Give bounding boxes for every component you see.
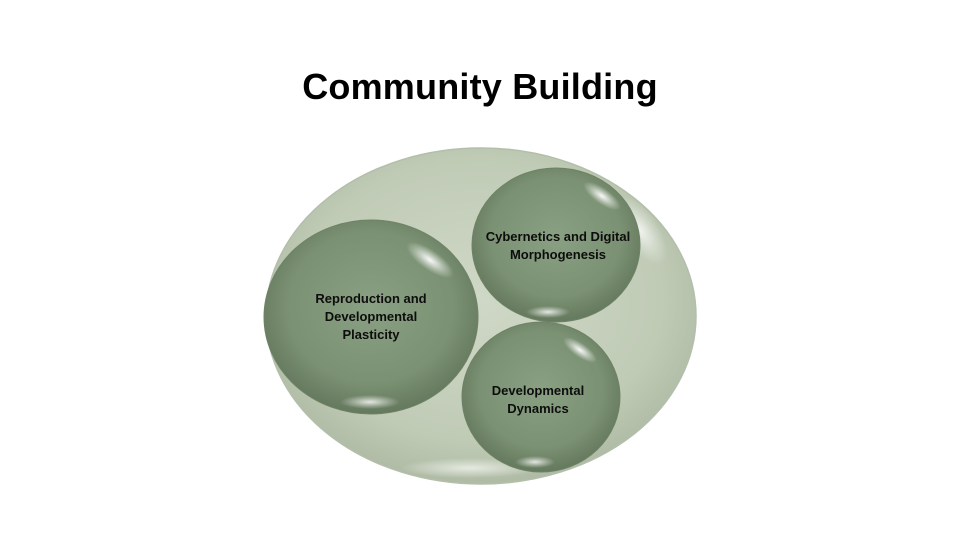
label-dynamics-line-1: Developmental — [491, 383, 585, 398]
label-dynamics: Developmental Dynamics — [468, 382, 608, 418]
bubble-reproduction — [263, 219, 479, 415]
label-reproduction: Reproduction and Developmental Plasticit… — [281, 290, 461, 344]
label-cybernetics-line-1: Cybernetics and Digital — [485, 229, 631, 244]
label-reproduction-line-2: Developmental — [324, 309, 418, 324]
bubble-cybernetics — [471, 167, 641, 323]
label-reproduction-line-1: Reproduction and — [315, 291, 427, 306]
label-cybernetics-line-2: Morphogenesis — [509, 247, 607, 262]
label-dynamics-line-2: Dynamics — [507, 401, 569, 416]
label-reproduction-line-3: Plasticity — [342, 327, 400, 342]
slide-title: Community Building — [302, 66, 658, 107]
bubble-dynamics — [461, 321, 621, 473]
label-cybernetics: Cybernetics and Digital Morphogenesis — [466, 228, 650, 264]
